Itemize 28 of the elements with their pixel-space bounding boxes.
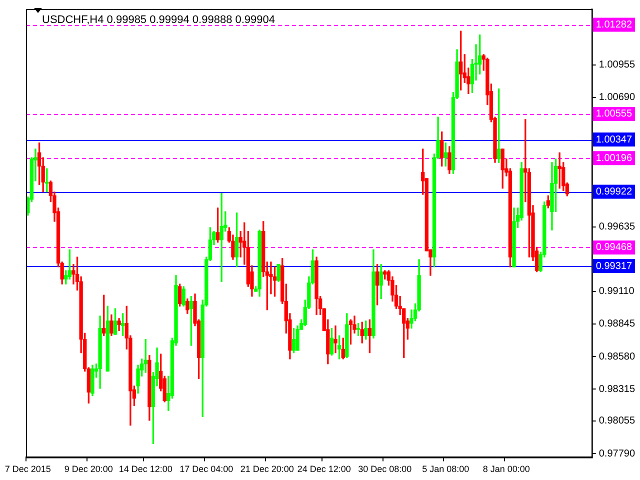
x-tick-label: 30 Dec 08:00 — [358, 464, 412, 474]
x-tick-label: 9 Dec 20:00 — [64, 464, 113, 474]
ref-line-label: 1.00347 — [596, 134, 632, 146]
ref-line-label: 0.99922 — [596, 186, 632, 198]
candlestick — [334, 325, 338, 354]
x-tick-label: 5 Jan 08:00 — [422, 464, 470, 474]
ref-line-label: 1.00196 — [596, 152, 632, 164]
ref-line-label: 1.00555 — [596, 108, 632, 120]
y-tick-label: 0.98845 — [598, 318, 636, 330]
y-tick-label: 0.99110 — [598, 286, 635, 298]
x-tick-label: 7 Dec 2015 — [4, 464, 51, 474]
y-tick-label: 1.00955 — [598, 60, 636, 71]
x-tick-label: 14 Dec 12:00 — [118, 464, 172, 474]
x-tick-label: 24 Dec 12:00 — [297, 464, 351, 474]
ref-line-label: 0.99468 — [596, 242, 632, 254]
candlestick — [558, 152, 562, 189]
x-tick-label: 21 Dec 20:00 — [240, 464, 294, 474]
x-tick-label: 8 Jan 00:00 — [482, 464, 530, 474]
y-tick-label: 0.98315 — [598, 384, 636, 395]
chart-title: USDCHF,H4 0.99985 0.99994 0.99888 0.99904 — [42, 14, 276, 26]
ref-line-label: 1.01282 — [596, 19, 632, 30]
y-tick-label: 0.98055 — [598, 416, 636, 427]
ref-line-label: 0.99317 — [596, 260, 632, 272]
y-tick-label: 0.97790 — [598, 448, 636, 460]
y-tick-label: 0.99635 — [598, 222, 636, 233]
y-tick-label: 0.98580 — [598, 351, 636, 362]
x-tick-label: 17 Dec 04:00 — [180, 464, 234, 474]
y-tick-label: 1.00690 — [598, 92, 636, 104]
